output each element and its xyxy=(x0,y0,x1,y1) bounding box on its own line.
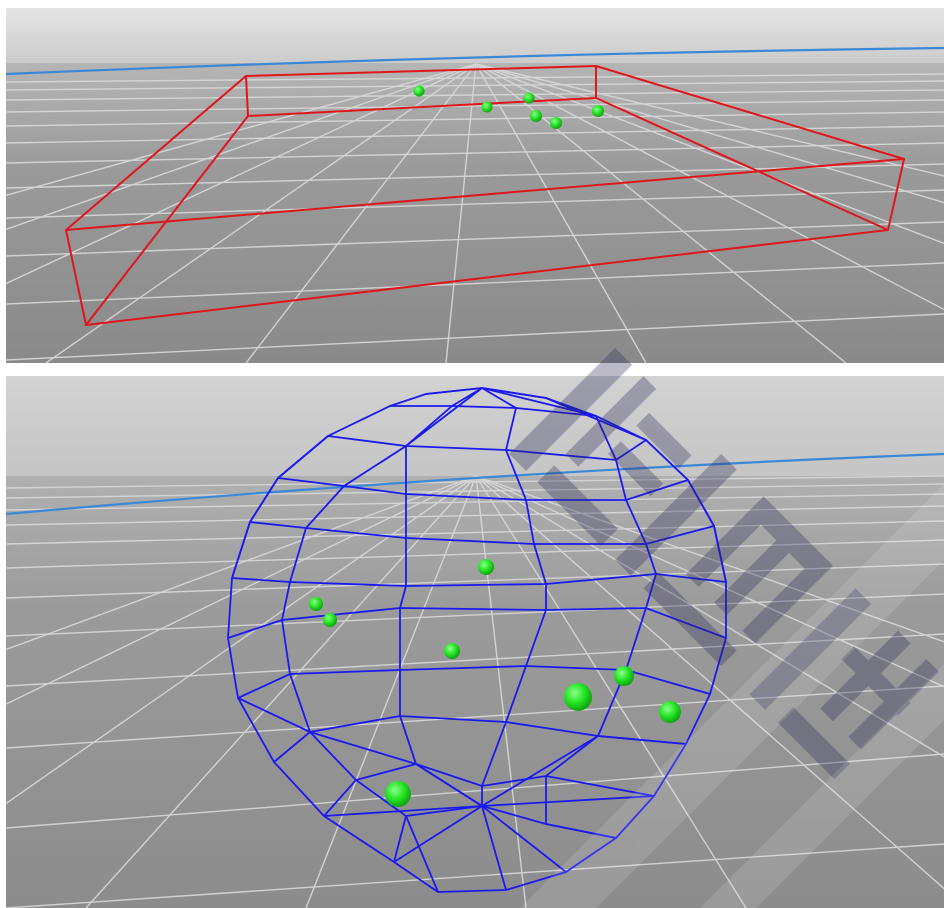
ground-grid xyxy=(6,63,944,363)
horizon-line xyxy=(6,46,944,76)
point-marker xyxy=(413,85,425,97)
point-marker xyxy=(659,701,681,723)
point-marker xyxy=(592,105,604,117)
point-marker xyxy=(481,101,493,113)
sphere-bound-view xyxy=(6,376,944,908)
ground-grid xyxy=(6,475,944,908)
point-marker xyxy=(478,559,494,575)
point-marker xyxy=(309,597,323,611)
box-bound-scene xyxy=(6,8,944,363)
horizon-line xyxy=(6,452,944,516)
sphere-bound-scene xyxy=(6,376,944,908)
sky xyxy=(6,8,944,68)
point-marker xyxy=(530,110,542,122)
bounding-box xyxy=(64,64,906,327)
box-bound-view xyxy=(6,8,944,363)
point-cloud xyxy=(413,85,604,129)
point-marker xyxy=(523,92,535,104)
bounding-sphere xyxy=(227,387,727,893)
point-marker xyxy=(323,613,337,627)
point-marker xyxy=(550,117,562,129)
point-marker xyxy=(444,643,460,659)
point-marker xyxy=(385,781,411,807)
point-marker xyxy=(564,683,592,711)
point-cloud xyxy=(309,559,681,807)
ground-plane xyxy=(6,476,944,908)
point-marker xyxy=(614,666,634,686)
